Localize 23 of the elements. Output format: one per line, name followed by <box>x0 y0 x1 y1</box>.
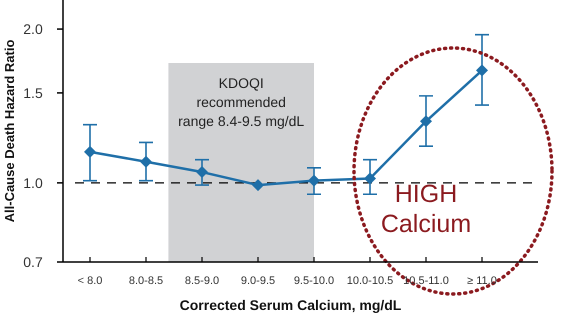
x-tick-label: 10.0-10.5 <box>346 275 394 287</box>
annotation: HIGH Calcium <box>380 180 472 238</box>
x-tick-label: 8.0-8.5 <box>128 275 164 287</box>
y-tick-label: 2.0 <box>23 21 43 38</box>
point <box>196 166 208 178</box>
y-tick-label: 0.7 <box>23 254 43 270</box>
point <box>252 179 264 192</box>
x-axis-title: Corrected Serum Calcium, mg/dL <box>180 297 402 313</box>
y-tick-label: 1.5 <box>23 84 43 101</box>
point <box>420 115 432 128</box>
x-tick-label: ≥ 11.0 <box>467 275 497 287</box>
point <box>308 174 320 187</box>
x-tick-label: 8.5-9.0 <box>184 275 220 287</box>
x-tick-label: 9.5-10.0 <box>294 275 334 287</box>
y-axis-title: All-Cause Death Hazard Ratio <box>2 40 17 222</box>
point <box>140 156 152 168</box>
point <box>476 64 488 76</box>
x-tick-label: 9.0-9.5 <box>240 275 276 287</box>
x-tick-label: < 8.0 <box>78 275 102 287</box>
point <box>364 172 376 184</box>
band-label: KDOQI recommended range 8.4-9.5 mg/dL <box>178 75 304 129</box>
point <box>84 146 96 158</box>
y-tick-label: 1.0 <box>23 174 43 191</box>
